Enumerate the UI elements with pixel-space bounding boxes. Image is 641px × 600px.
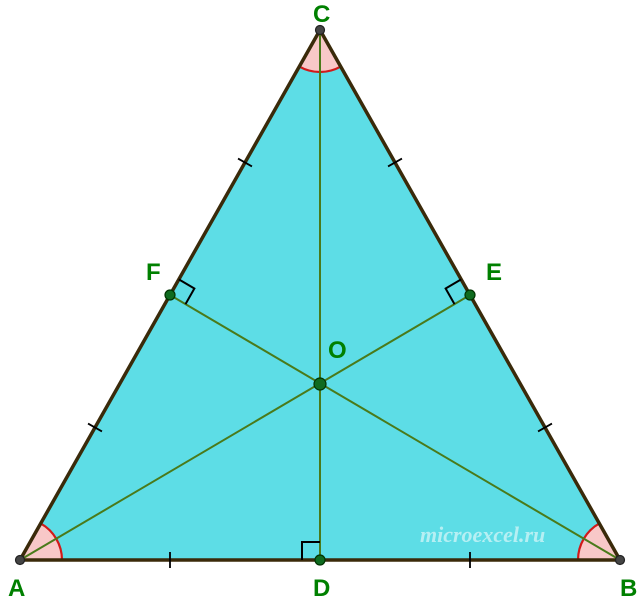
label-E: E <box>486 259 502 286</box>
label-D: D <box>313 575 330 600</box>
label-O: O <box>328 337 347 364</box>
label-A: A <box>8 575 25 600</box>
label-B: B <box>620 575 637 600</box>
point-A <box>16 556 25 565</box>
point-F <box>165 290 175 300</box>
triangle-diagram: A B C D E F O microexcel.ru <box>0 0 641 600</box>
point-B <box>616 556 625 565</box>
point-O <box>314 378 326 390</box>
label-C: C <box>313 1 330 28</box>
watermark-text: microexcel.ru <box>420 522 545 547</box>
label-F: F <box>146 259 161 286</box>
point-D <box>315 555 325 565</box>
point-E <box>465 290 475 300</box>
